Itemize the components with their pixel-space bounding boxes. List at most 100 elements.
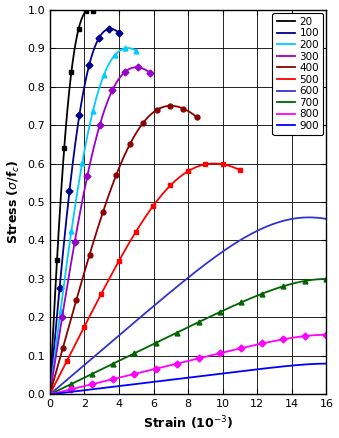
600 [65, 377, 69, 382]
800 [65, 388, 69, 393]
100 [61, 254, 65, 259]
Legend: 20, 100, 200, 300, 400, 500, 600, 700, 800, 900: 20, 100, 200, 300, 400, 500, 600, 700, 8… [273, 13, 323, 135]
Line: 900: 900 [50, 364, 326, 395]
600 [139, 314, 143, 319]
600 [316, 215, 320, 220]
Line: 400: 400 [50, 106, 197, 395]
100 [108, 26, 112, 32]
20 [90, 7, 94, 13]
20 [88, 7, 92, 12]
500 [232, 165, 236, 170]
500 [225, 163, 230, 168]
900 [316, 361, 320, 367]
700 [324, 276, 328, 282]
400 [48, 392, 52, 397]
700 [306, 278, 310, 283]
20 [82, 11, 86, 16]
300 [81, 195, 85, 201]
Line: 300: 300 [50, 67, 150, 395]
700 [99, 367, 103, 372]
800 [268, 339, 272, 344]
900 [268, 365, 272, 371]
20 [87, 7, 92, 12]
200 [64, 268, 68, 273]
500 [212, 161, 216, 166]
100 [113, 27, 117, 32]
900 [306, 362, 310, 367]
Line: 500: 500 [50, 163, 240, 395]
100 [48, 392, 52, 397]
800 [139, 370, 143, 375]
200 [125, 46, 129, 51]
400 [195, 114, 199, 120]
300 [134, 65, 138, 70]
300 [145, 68, 149, 73]
300 [142, 66, 146, 71]
600 [324, 216, 328, 222]
500 [48, 392, 52, 397]
600 [307, 215, 312, 220]
900 [324, 361, 328, 366]
900 [99, 385, 103, 391]
200 [76, 184, 80, 189]
100 [117, 30, 121, 35]
800 [324, 332, 328, 337]
600 [48, 392, 52, 397]
900 [48, 392, 52, 397]
Line: 600: 600 [50, 217, 326, 395]
100 [115, 28, 119, 34]
200 [117, 49, 121, 54]
200 [132, 47, 136, 52]
200 [48, 392, 52, 397]
800 [48, 392, 52, 397]
800 [306, 333, 310, 339]
20 [48, 392, 52, 397]
600 [268, 223, 272, 228]
400 [185, 108, 189, 113]
200 [128, 46, 133, 51]
400 [75, 295, 79, 300]
500 [238, 167, 242, 173]
Line: 20: 20 [50, 10, 93, 395]
700 [65, 384, 69, 389]
Line: 800: 800 [50, 335, 326, 395]
400 [165, 103, 169, 109]
300 [128, 66, 132, 71]
200 [134, 48, 138, 53]
100 [71, 162, 75, 167]
300 [48, 392, 52, 397]
300 [54, 353, 58, 358]
900 [139, 381, 143, 386]
900 [65, 390, 69, 395]
100 [103, 28, 107, 33]
600 [99, 348, 103, 353]
Line: 200: 200 [50, 48, 136, 395]
20 [56, 243, 60, 248]
Line: 700: 700 [50, 279, 326, 395]
400 [190, 111, 194, 117]
700 [268, 288, 272, 293]
400 [57, 359, 61, 364]
800 [99, 379, 103, 385]
500 [199, 162, 203, 168]
200 [53, 350, 57, 355]
300 [148, 70, 152, 75]
500 [60, 369, 64, 374]
20 [51, 340, 55, 345]
20 [62, 148, 66, 153]
500 [83, 322, 87, 328]
800 [316, 332, 320, 338]
400 [96, 224, 100, 230]
20 [91, 8, 95, 14]
700 [139, 347, 143, 353]
300 [66, 276, 71, 282]
700 [48, 392, 52, 397]
500 [111, 270, 115, 276]
600 [306, 215, 310, 220]
700 [316, 277, 320, 282]
400 [169, 103, 173, 108]
X-axis label: Strain (10$^{-3}$): Strain (10$^{-3}$) [143, 415, 233, 432]
Line: 100: 100 [50, 29, 119, 395]
100 [52, 344, 56, 350]
Y-axis label: Stress ($\sigma$/f$_c$): Stress ($\sigma$/f$_c$) [5, 160, 22, 244]
